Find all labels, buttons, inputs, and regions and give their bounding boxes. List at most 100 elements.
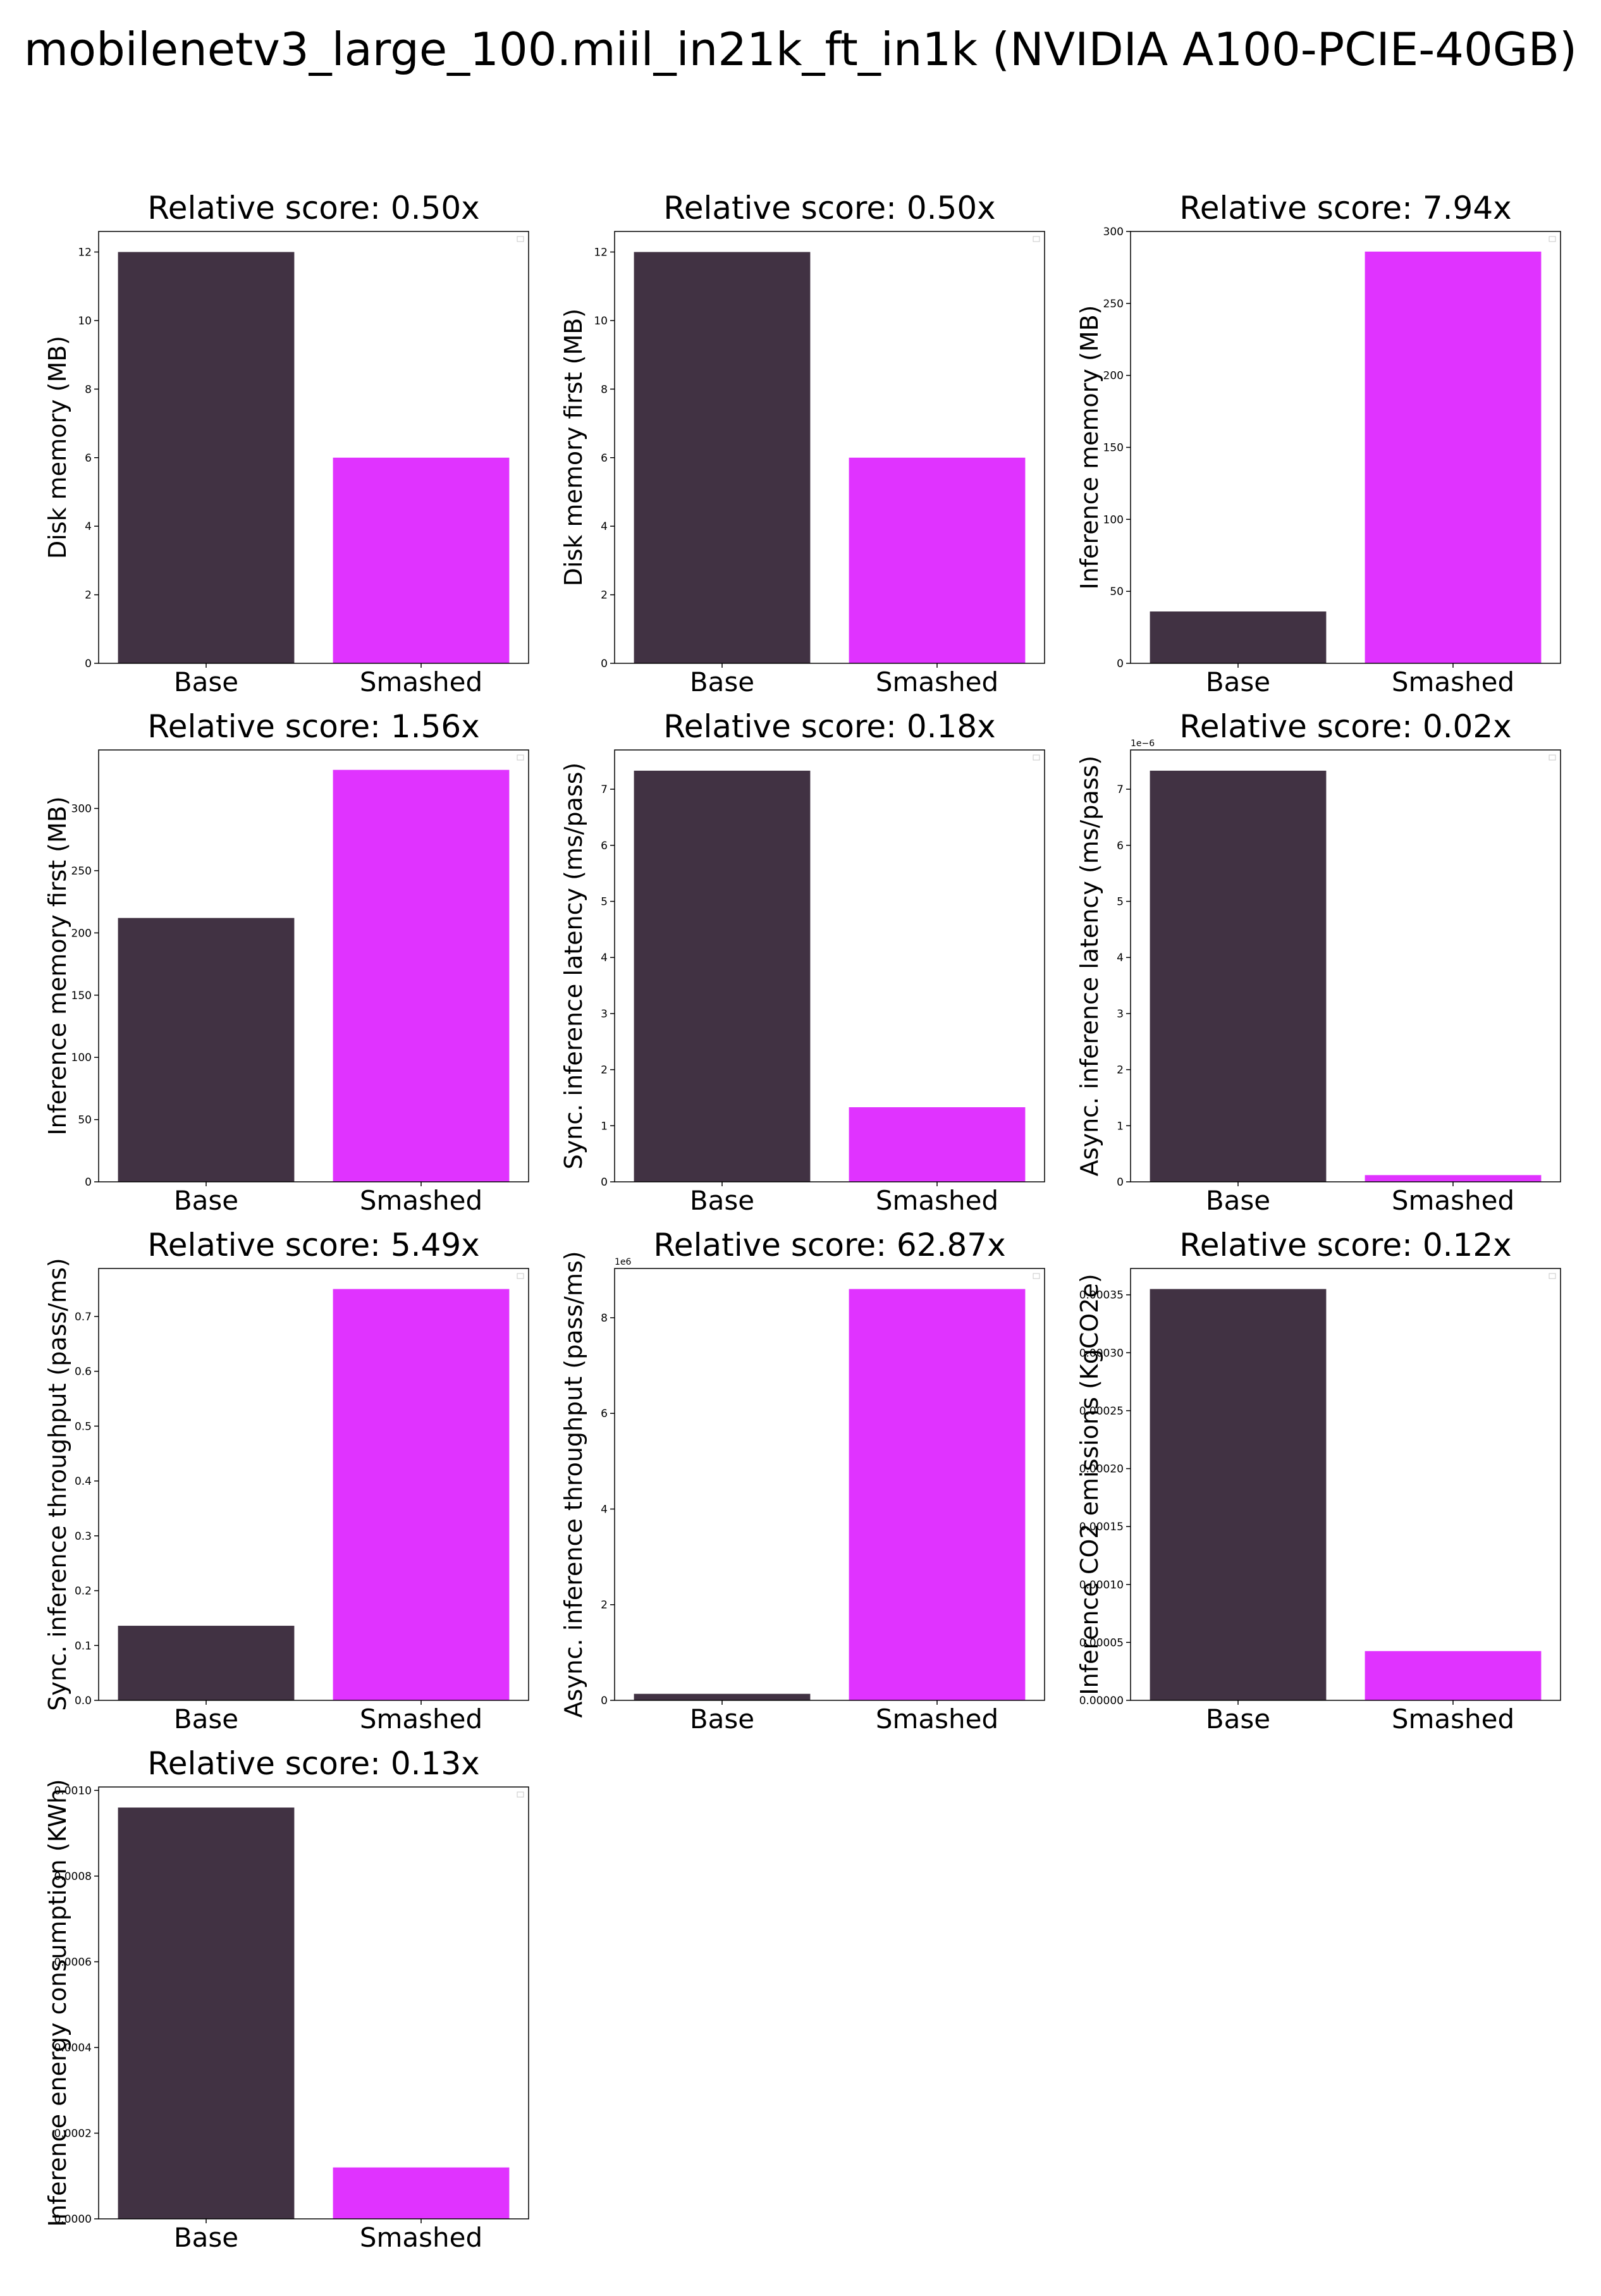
x-tick-label: Base xyxy=(690,1704,754,1734)
legend-box xyxy=(1033,236,1040,242)
subplot-title: Relative score: 0.02x xyxy=(1179,708,1512,745)
y-tick-label: 8 xyxy=(601,1312,608,1325)
y-tick-label: 0 xyxy=(601,658,608,670)
bar-smashed xyxy=(849,1107,1026,1182)
bar-base xyxy=(118,918,295,1182)
plot-frame xyxy=(614,231,1045,664)
y-tick-label: 150 xyxy=(1103,442,1124,455)
bar-smashed xyxy=(849,1289,1026,1700)
plot-frame xyxy=(614,749,1045,1182)
y-tick-label: 12 xyxy=(594,247,608,259)
y-tick-label: 10 xyxy=(78,315,92,328)
y-tick-label: 0.7 xyxy=(75,1311,92,1323)
y-tick-label: 0.1 xyxy=(75,1640,92,1652)
y-tick-label: 3 xyxy=(601,1008,608,1021)
subplot-5: Relative score: 0.18x Sync. inference lat… xyxy=(560,708,1045,1216)
subplot-title: Relative score: 0.13x xyxy=(147,1745,480,1782)
y-axis-label: Inference memory (MB) xyxy=(1076,305,1103,589)
subplot-2: Relative score: 0.50x Disk memory first (… xyxy=(560,190,1045,697)
y-tick-label: 0.0008 xyxy=(54,1870,92,1883)
subplot-title: Relative score: 5.49x xyxy=(147,1227,480,1263)
y-tick-label: 4 xyxy=(601,952,608,964)
y-tick-label: 4 xyxy=(1117,952,1124,964)
subplot-title: Relative score: 7.94x xyxy=(1179,190,1512,226)
bar-base xyxy=(634,770,811,1182)
bar-smashed xyxy=(1365,1651,1542,1700)
y-tick-label: 0.00015 xyxy=(1079,1521,1124,1533)
subplot-7: Relative score: 5.49x Sync. inference thr… xyxy=(44,1227,529,1734)
y-tick-label: 12 xyxy=(78,247,92,259)
x-tick-label: Base xyxy=(1206,666,1270,697)
y-tick-label: 0.00025 xyxy=(1079,1405,1124,1418)
x-tick-label: Base xyxy=(690,666,754,697)
y-tick-label: 0.0004 xyxy=(54,2042,92,2054)
y-tick-label: 200 xyxy=(71,927,92,940)
y-tick-label: 100 xyxy=(1103,513,1124,526)
x-tick-label: Smashed xyxy=(876,666,998,697)
y-axis-label: Sync. inference throughput (pass/ms) xyxy=(44,1258,71,1711)
x-tick-label: Base xyxy=(174,2222,238,2253)
legend-box xyxy=(1549,754,1556,761)
y-tick-label: 0.0 xyxy=(75,1695,92,1707)
y-tick-label: 0.00000 xyxy=(1079,1695,1124,1707)
bar-smashed xyxy=(849,457,1026,663)
bar-base xyxy=(118,1807,295,2219)
y-tick-label: 8 xyxy=(601,383,608,396)
y-tick-label: 0.0006 xyxy=(54,1956,92,1968)
subplot-1: Relative score: 0.50x Disk memory (MB) 0 2 4… xyxy=(44,190,529,697)
x-tick-label: Smashed xyxy=(876,1704,998,1734)
x-tick-label: Smashed xyxy=(1392,666,1514,697)
y-tick-label: 0 xyxy=(1117,1176,1124,1189)
y-tick-label: 0 xyxy=(85,1176,92,1189)
bar-base xyxy=(634,252,811,663)
bar-base xyxy=(118,252,295,663)
figure-title: mobilenetv3_large_100.miil_in21k_ft_in1k… xyxy=(23,23,1578,76)
y-tick-label: 50 xyxy=(1110,586,1124,598)
y-tick-label: 4 xyxy=(601,1503,608,1516)
subplot-9: Relative score: 0.12x Inference CO2 emiss… xyxy=(1076,1227,1561,1734)
y-tick-label: 0.00005 xyxy=(1079,1636,1124,1649)
legend-box xyxy=(517,754,524,761)
y-tick-label: 6 xyxy=(601,840,608,852)
subplot-title: Relative score: 0.50x xyxy=(663,190,996,226)
y-tick-label: 7 xyxy=(601,783,608,796)
x-tick-label: Base xyxy=(174,1185,238,1216)
y-tick-label: 5 xyxy=(1117,895,1124,908)
y-tick-label: 0 xyxy=(601,1695,608,1707)
plot-frame xyxy=(98,231,529,664)
x-tick-label: Smashed xyxy=(360,1704,482,1734)
plot-frame xyxy=(98,1268,529,1701)
y-tick-label: 1 xyxy=(601,1120,608,1133)
legend-box xyxy=(517,236,524,242)
y-tick-label: 250 xyxy=(71,865,92,878)
y-tick-label: 2 xyxy=(85,589,92,602)
plot-frame xyxy=(614,1268,1045,1701)
x-tick-label: Smashed xyxy=(360,2222,482,2253)
y-tick-label: 200 xyxy=(1103,370,1124,383)
x-tick-label: Smashed xyxy=(876,1185,998,1216)
legend-box xyxy=(517,1791,524,1798)
subplot-8: Relative score: 62.87x Async. inference t… xyxy=(560,1227,1045,1734)
plot-frame xyxy=(1130,749,1561,1182)
y-axis-label: Async. inference latency (ms/pass) xyxy=(1076,756,1103,1176)
y-tick-label: 4 xyxy=(85,520,92,533)
subplot-title: Relative score: 0.18x xyxy=(663,708,996,745)
y-tick-label: 0.0000 xyxy=(54,2213,92,2226)
y-tick-label: 0 xyxy=(1117,658,1124,670)
y-tick-label: 7 xyxy=(1117,783,1124,796)
y-tick-label: 50 xyxy=(78,1114,92,1127)
y-tick-label: 100 xyxy=(71,1052,92,1064)
y-tick-label: 0.3 xyxy=(75,1530,92,1543)
y-tick-label: 0.4 xyxy=(75,1475,92,1488)
y-tick-label: 0.0010 xyxy=(54,1784,92,1797)
legend-box xyxy=(1033,754,1040,761)
plot-frame xyxy=(1130,1268,1561,1701)
y-tick-label: 6 xyxy=(85,452,92,465)
y-tick-label: 0.00035 xyxy=(1079,1289,1124,1302)
y-tick-label: 0.6 xyxy=(75,1366,92,1378)
bar-smashed xyxy=(333,770,510,1182)
y-tick-label: 10 xyxy=(594,315,608,328)
y-tick-label: 150 xyxy=(71,990,92,1002)
subplot-title: Relative score: 1.56x xyxy=(147,708,480,745)
